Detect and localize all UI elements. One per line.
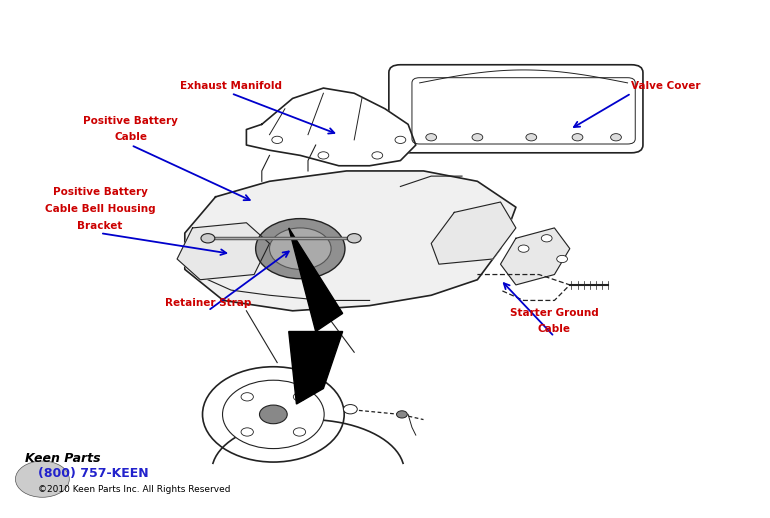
Text: Positive Battery: Positive Battery	[83, 116, 179, 126]
FancyBboxPatch shape	[412, 78, 635, 144]
Circle shape	[223, 380, 324, 449]
Circle shape	[256, 219, 345, 279]
Text: ©2010 Keen Parts Inc. All Rights Reserved: ©2010 Keen Parts Inc. All Rights Reserve…	[38, 485, 231, 494]
Circle shape	[395, 136, 406, 143]
Text: Cable Bell Housing: Cable Bell Housing	[45, 204, 156, 214]
Text: Retainer Strap: Retainer Strap	[165, 298, 251, 308]
Circle shape	[611, 134, 621, 141]
Polygon shape	[500, 228, 570, 285]
Polygon shape	[289, 228, 343, 332]
Polygon shape	[185, 171, 516, 311]
Text: Cable: Cable	[115, 133, 147, 142]
Text: (800) 757-KEEN: (800) 757-KEEN	[38, 467, 149, 481]
Text: Bracket: Bracket	[78, 221, 122, 231]
Text: Positive Battery: Positive Battery	[52, 188, 148, 197]
Circle shape	[201, 234, 215, 243]
Polygon shape	[431, 202, 516, 264]
FancyBboxPatch shape	[389, 65, 643, 153]
Polygon shape	[289, 332, 343, 404]
Circle shape	[472, 134, 483, 141]
Circle shape	[426, 134, 437, 141]
Text: Cable: Cable	[538, 324, 571, 334]
Circle shape	[526, 134, 537, 141]
Circle shape	[270, 228, 331, 269]
Polygon shape	[177, 223, 270, 280]
Text: Exhaust Manifold: Exhaust Manifold	[180, 81, 282, 91]
Circle shape	[259, 405, 287, 424]
Circle shape	[318, 152, 329, 159]
Circle shape	[343, 405, 357, 414]
Circle shape	[572, 134, 583, 141]
Circle shape	[557, 255, 567, 263]
Circle shape	[293, 428, 306, 436]
Circle shape	[347, 234, 361, 243]
Circle shape	[518, 245, 529, 252]
Circle shape	[15, 461, 69, 497]
Text: Starter Ground: Starter Ground	[510, 308, 599, 318]
Circle shape	[241, 428, 253, 436]
Circle shape	[372, 152, 383, 159]
Circle shape	[241, 393, 253, 401]
Polygon shape	[246, 88, 416, 166]
Circle shape	[541, 235, 552, 242]
Circle shape	[293, 393, 306, 401]
Circle shape	[203, 367, 344, 462]
Text: Keen Parts: Keen Parts	[25, 452, 101, 465]
Circle shape	[397, 411, 407, 418]
Text: Valve Cover: Valve Cover	[631, 81, 701, 91]
Circle shape	[272, 136, 283, 143]
